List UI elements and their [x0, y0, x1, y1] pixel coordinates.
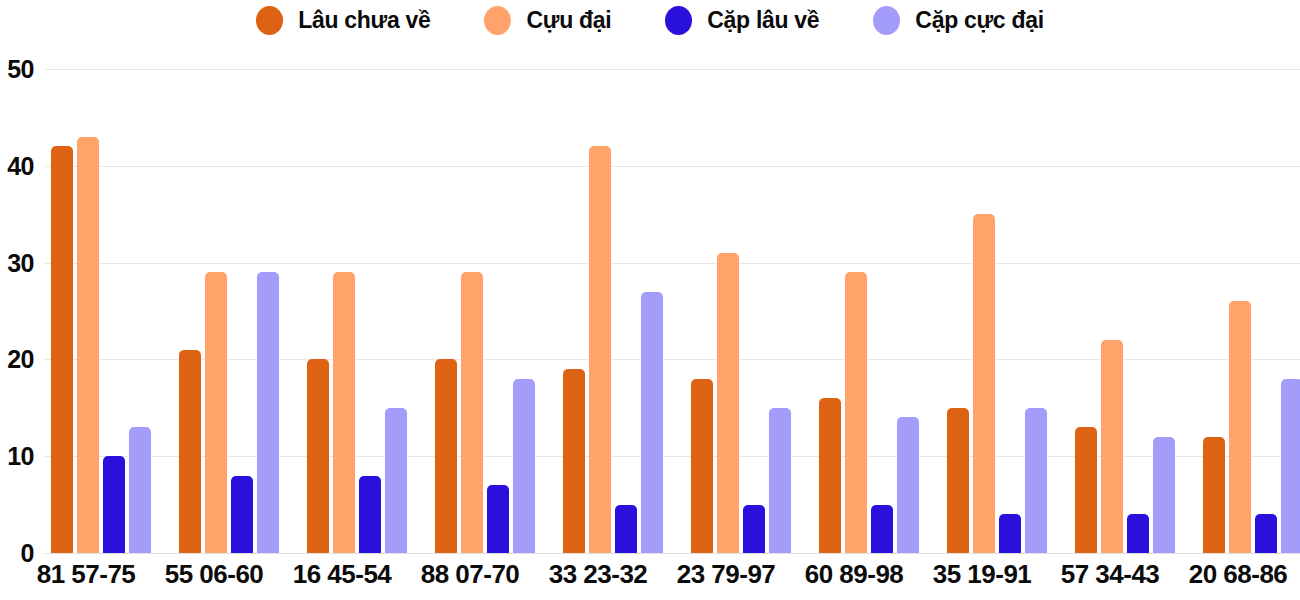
bar-series-3	[1281, 379, 1300, 553]
legend-label: Lâu chưa về	[298, 7, 430, 34]
bar-series-0	[51, 146, 73, 553]
bar-series-2	[1255, 514, 1277, 553]
bar-series-0	[819, 398, 841, 553]
bar-series-1	[589, 146, 611, 553]
bar-series-0	[1075, 427, 1097, 553]
legend-label: Cặp cực đại	[915, 7, 1043, 34]
x-category-label: 23 79-97	[677, 559, 776, 590]
legend-swatch-icon	[484, 6, 511, 35]
bar-series-2	[103, 456, 125, 553]
legend-label: Cựu đại	[526, 7, 611, 34]
bar-group	[179, 272, 279, 553]
bar-group	[563, 146, 663, 553]
chart-legend: Lâu chưa về Cựu đại Cặp lâu về Cặp cực đại	[0, 6, 1300, 35]
x-category-label: 81 57-75	[37, 559, 136, 590]
bar-group	[819, 272, 919, 553]
x-category-label: 35 19-91	[933, 559, 1032, 590]
legend-swatch-icon	[873, 6, 900, 35]
legend-label: Cặp lâu về	[707, 7, 819, 34]
gridline	[45, 166, 1300, 167]
legend-item-0[interactable]: Lâu chưa về	[256, 6, 430, 35]
plot-area	[45, 69, 1300, 553]
bar-series-1	[333, 272, 355, 553]
x-category-label: 55 06-60	[165, 559, 264, 590]
legend-swatch-icon	[256, 6, 283, 35]
bar-series-3	[641, 292, 663, 553]
x-category-label: 57 34-43	[1061, 559, 1160, 590]
bar-series-2	[871, 505, 893, 553]
bar-series-2	[743, 505, 765, 553]
x-axis-line	[45, 553, 1300, 554]
bar-series-1	[717, 253, 739, 553]
bar-series-3	[769, 408, 791, 553]
bar-series-0	[435, 359, 457, 553]
bar-group	[1203, 301, 1300, 553]
x-category-label: 20 68-86	[1189, 559, 1288, 590]
x-category-label: 60 89-98	[805, 559, 904, 590]
bar-series-2	[1127, 514, 1149, 553]
y-tick-label: 0	[2, 538, 34, 568]
bar-series-0	[307, 359, 329, 553]
bar-series-0	[179, 350, 201, 553]
bar-group	[51, 137, 151, 553]
bar-series-1	[1101, 340, 1123, 553]
bar-series-0	[1203, 437, 1225, 553]
y-tick-label: 40	[2, 151, 34, 181]
bar-series-1	[973, 214, 995, 553]
bar-series-3	[129, 427, 151, 553]
y-tick-label: 20	[2, 344, 34, 374]
gridline	[45, 69, 1300, 70]
legend-item-1[interactable]: Cựu đại	[484, 6, 611, 35]
bar-group	[1075, 340, 1175, 553]
bar-series-3	[513, 379, 535, 553]
bar-series-3	[897, 417, 919, 553]
bar-series-0	[947, 408, 969, 553]
bar-series-3	[257, 272, 279, 553]
x-category-label: 33 23-32	[549, 559, 648, 590]
bar-series-3	[1153, 437, 1175, 553]
y-tick-label: 50	[2, 54, 34, 84]
bar-series-1	[845, 272, 867, 553]
bar-series-2	[487, 485, 509, 553]
bar-series-0	[563, 369, 585, 553]
x-category-label: 16 45-54	[293, 559, 392, 590]
bar-series-2	[359, 476, 381, 553]
bar-group	[947, 214, 1047, 553]
y-tick-label: 30	[2, 248, 34, 278]
bar-series-1	[1229, 301, 1251, 553]
bar-series-3	[1025, 408, 1047, 553]
bar-series-0	[691, 379, 713, 553]
gridline	[45, 263, 1300, 264]
y-tick-label: 10	[2, 441, 34, 471]
x-category-label: 88 07-70	[421, 559, 520, 590]
bar-series-1	[77, 137, 99, 553]
bar-series-2	[615, 505, 637, 553]
bar-series-2	[999, 514, 1021, 553]
bar-group	[307, 272, 407, 553]
bar-group	[691, 253, 791, 553]
legend-swatch-icon	[665, 6, 692, 35]
bar-series-1	[461, 272, 483, 553]
bar-series-3	[385, 408, 407, 553]
legend-item-3[interactable]: Cặp cực đại	[873, 6, 1043, 35]
bar-series-2	[231, 476, 253, 553]
legend-item-2[interactable]: Cặp lâu về	[665, 6, 819, 35]
grouped-bar-chart: Lâu chưa vềCựu đạiCặp lâu vềCặp cực đại …	[0, 0, 1300, 600]
bar-series-1	[205, 272, 227, 553]
bar-group	[435, 272, 535, 553]
